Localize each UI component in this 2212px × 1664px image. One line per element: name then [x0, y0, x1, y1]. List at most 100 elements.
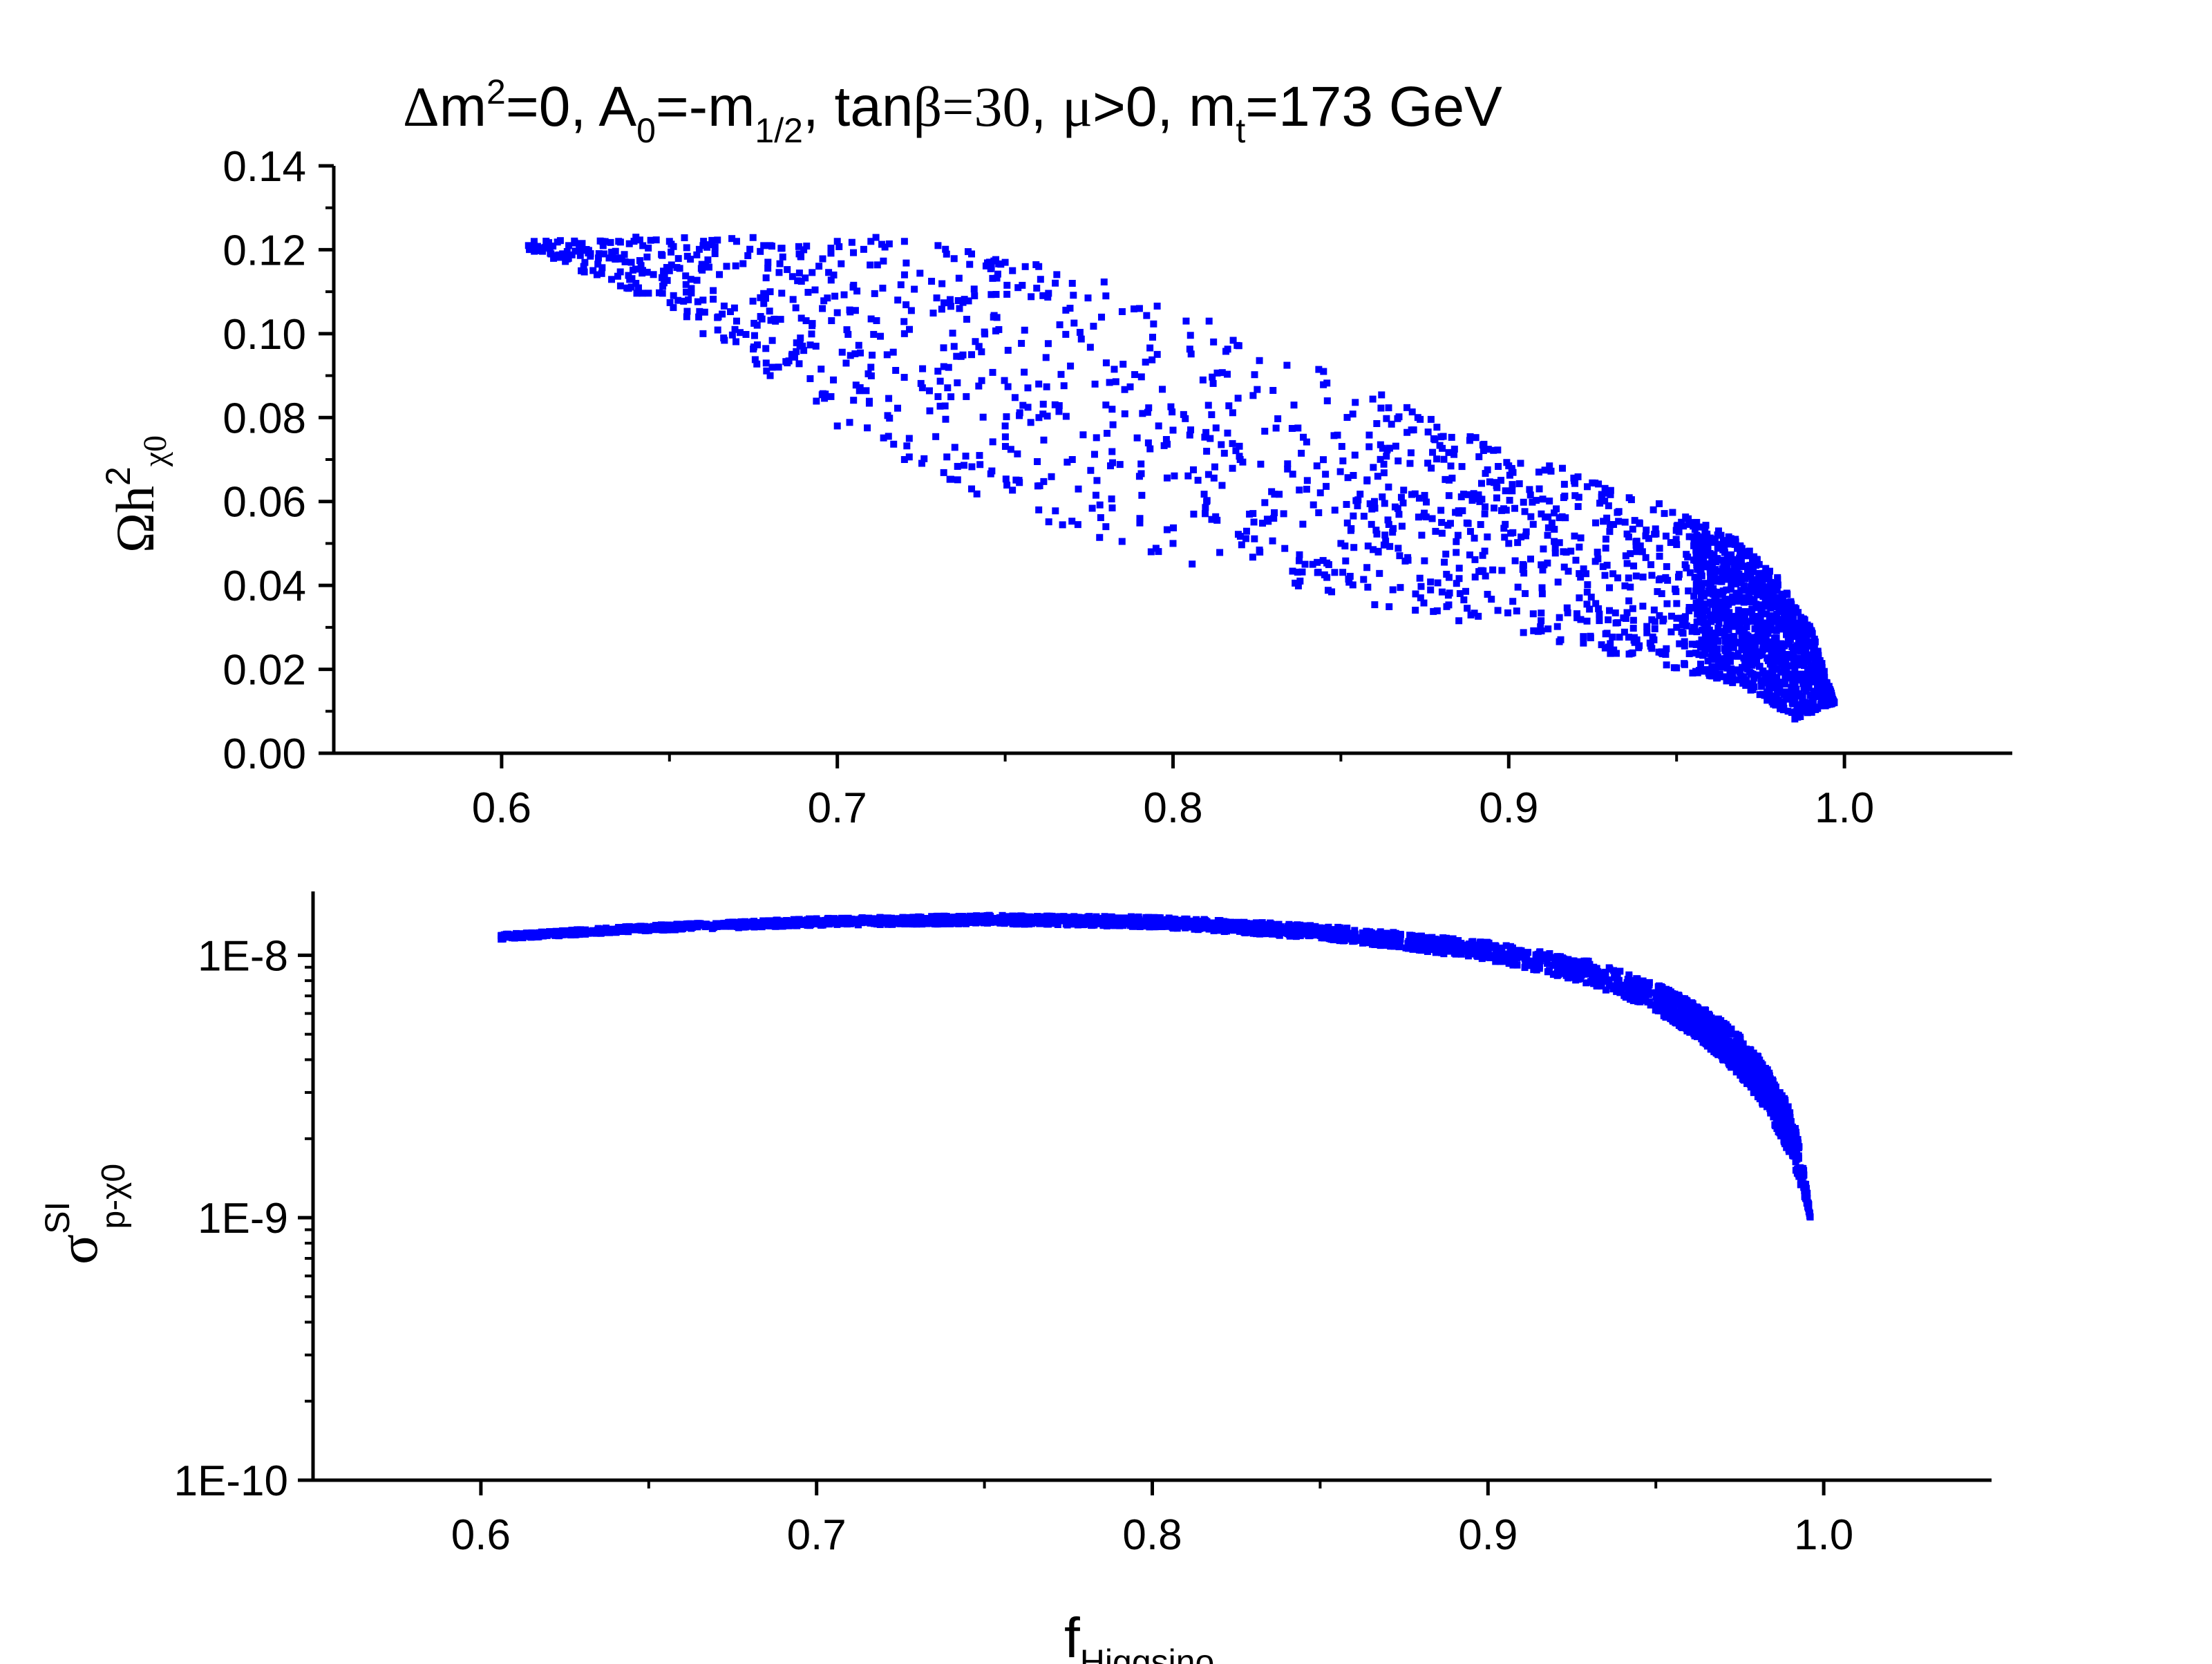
data-point	[1043, 413, 1051, 420]
data-point	[710, 287, 717, 294]
data-point	[1042, 354, 1050, 361]
data-point	[1437, 947, 1444, 955]
data-point	[1037, 914, 1044, 922]
data-point	[1163, 526, 1171, 533]
data-point	[1121, 410, 1128, 417]
data-point	[813, 397, 820, 405]
data-point	[1336, 937, 1343, 945]
data-point	[1700, 562, 1708, 570]
data-point	[646, 923, 654, 931]
data-point	[1759, 601, 1767, 609]
data-point	[1584, 581, 1591, 589]
data-point	[1761, 672, 1769, 680]
data-point	[865, 397, 873, 405]
data-point	[1693, 603, 1701, 611]
data-point	[945, 920, 952, 927]
data-point	[1322, 924, 1330, 932]
data-point	[821, 395, 829, 402]
data-point	[1768, 588, 1776, 596]
data-point	[1077, 335, 1085, 343]
data-point	[1403, 428, 1411, 436]
data-point	[1523, 957, 1531, 965]
data-point	[846, 306, 853, 314]
data-point	[1336, 468, 1344, 475]
data-point	[1629, 976, 1636, 984]
data-point	[1583, 966, 1591, 974]
data-point	[1519, 565, 1526, 573]
data-point	[1575, 493, 1582, 501]
data-point	[1506, 471, 1513, 479]
data-point	[1202, 504, 1209, 511]
data-point	[1765, 574, 1773, 581]
data-point	[1799, 693, 1806, 701]
data-point	[546, 245, 554, 252]
data-point	[559, 927, 567, 935]
top-panel: 0.6 0.7 0.8 0.9 1.00.000.020.040.060.080.100…	[99, 143, 2012, 832]
data-point	[1203, 447, 1211, 455]
data-point	[767, 316, 775, 324]
data-point	[1363, 927, 1370, 935]
data-point	[883, 351, 891, 359]
data-point	[1385, 520, 1392, 528]
data-point	[1509, 481, 1516, 489]
data-point	[779, 923, 786, 930]
data-point	[1240, 918, 1248, 926]
data-point	[1497, 477, 1505, 484]
data-point	[1415, 513, 1422, 521]
data-point	[1605, 502, 1612, 509]
data-point	[1453, 580, 1460, 587]
data-point	[1207, 435, 1214, 442]
data-point	[1048, 912, 1056, 920]
data-point	[1044, 340, 1052, 348]
data-point	[1368, 505, 1376, 513]
data-point	[1349, 410, 1356, 418]
data-point	[580, 263, 587, 270]
data-point	[1352, 930, 1359, 938]
data-point	[1003, 913, 1010, 920]
data-point	[1621, 518, 1629, 526]
data-point	[1795, 654, 1802, 662]
data-point	[1526, 491, 1534, 499]
data-point	[737, 329, 744, 337]
data-point	[730, 304, 738, 312]
data-point	[1609, 570, 1617, 578]
data-point	[1601, 484, 1609, 492]
data-point	[1268, 488, 1276, 495]
data-point	[1592, 519, 1600, 527]
data-point	[1418, 531, 1426, 539]
data-point	[1210, 338, 1218, 346]
data-point	[1032, 261, 1040, 269]
data-point	[1739, 594, 1747, 601]
data-point	[1692, 641, 1700, 648]
data-point	[1767, 596, 1775, 603]
data-point	[571, 237, 578, 245]
data-point	[1795, 670, 1803, 678]
data-point	[1370, 498, 1378, 505]
data-point	[940, 344, 947, 352]
data-point	[1737, 598, 1744, 605]
data-point	[732, 262, 739, 270]
data-point	[1354, 502, 1361, 509]
data-point	[1253, 930, 1260, 938]
data-point	[731, 921, 739, 929]
data-point	[1757, 677, 1765, 684]
data-point	[699, 330, 707, 337]
data-point	[833, 238, 841, 245]
data-point	[1500, 505, 1508, 513]
data-point	[1399, 499, 1407, 507]
data-point	[1275, 931, 1283, 938]
data-point	[1723, 677, 1730, 685]
data-point	[1791, 680, 1799, 688]
data-point	[1669, 509, 1676, 516]
data-point	[802, 274, 809, 282]
data-point	[1443, 571, 1450, 578]
data-point	[1573, 610, 1580, 618]
data-point	[1359, 935, 1367, 943]
data-point	[1481, 547, 1488, 555]
data-point	[1636, 542, 1644, 550]
data-point	[1354, 496, 1362, 504]
data-point	[1208, 516, 1216, 523]
data-point	[764, 265, 772, 272]
data-point	[1053, 271, 1061, 278]
data-point	[1139, 410, 1146, 417]
